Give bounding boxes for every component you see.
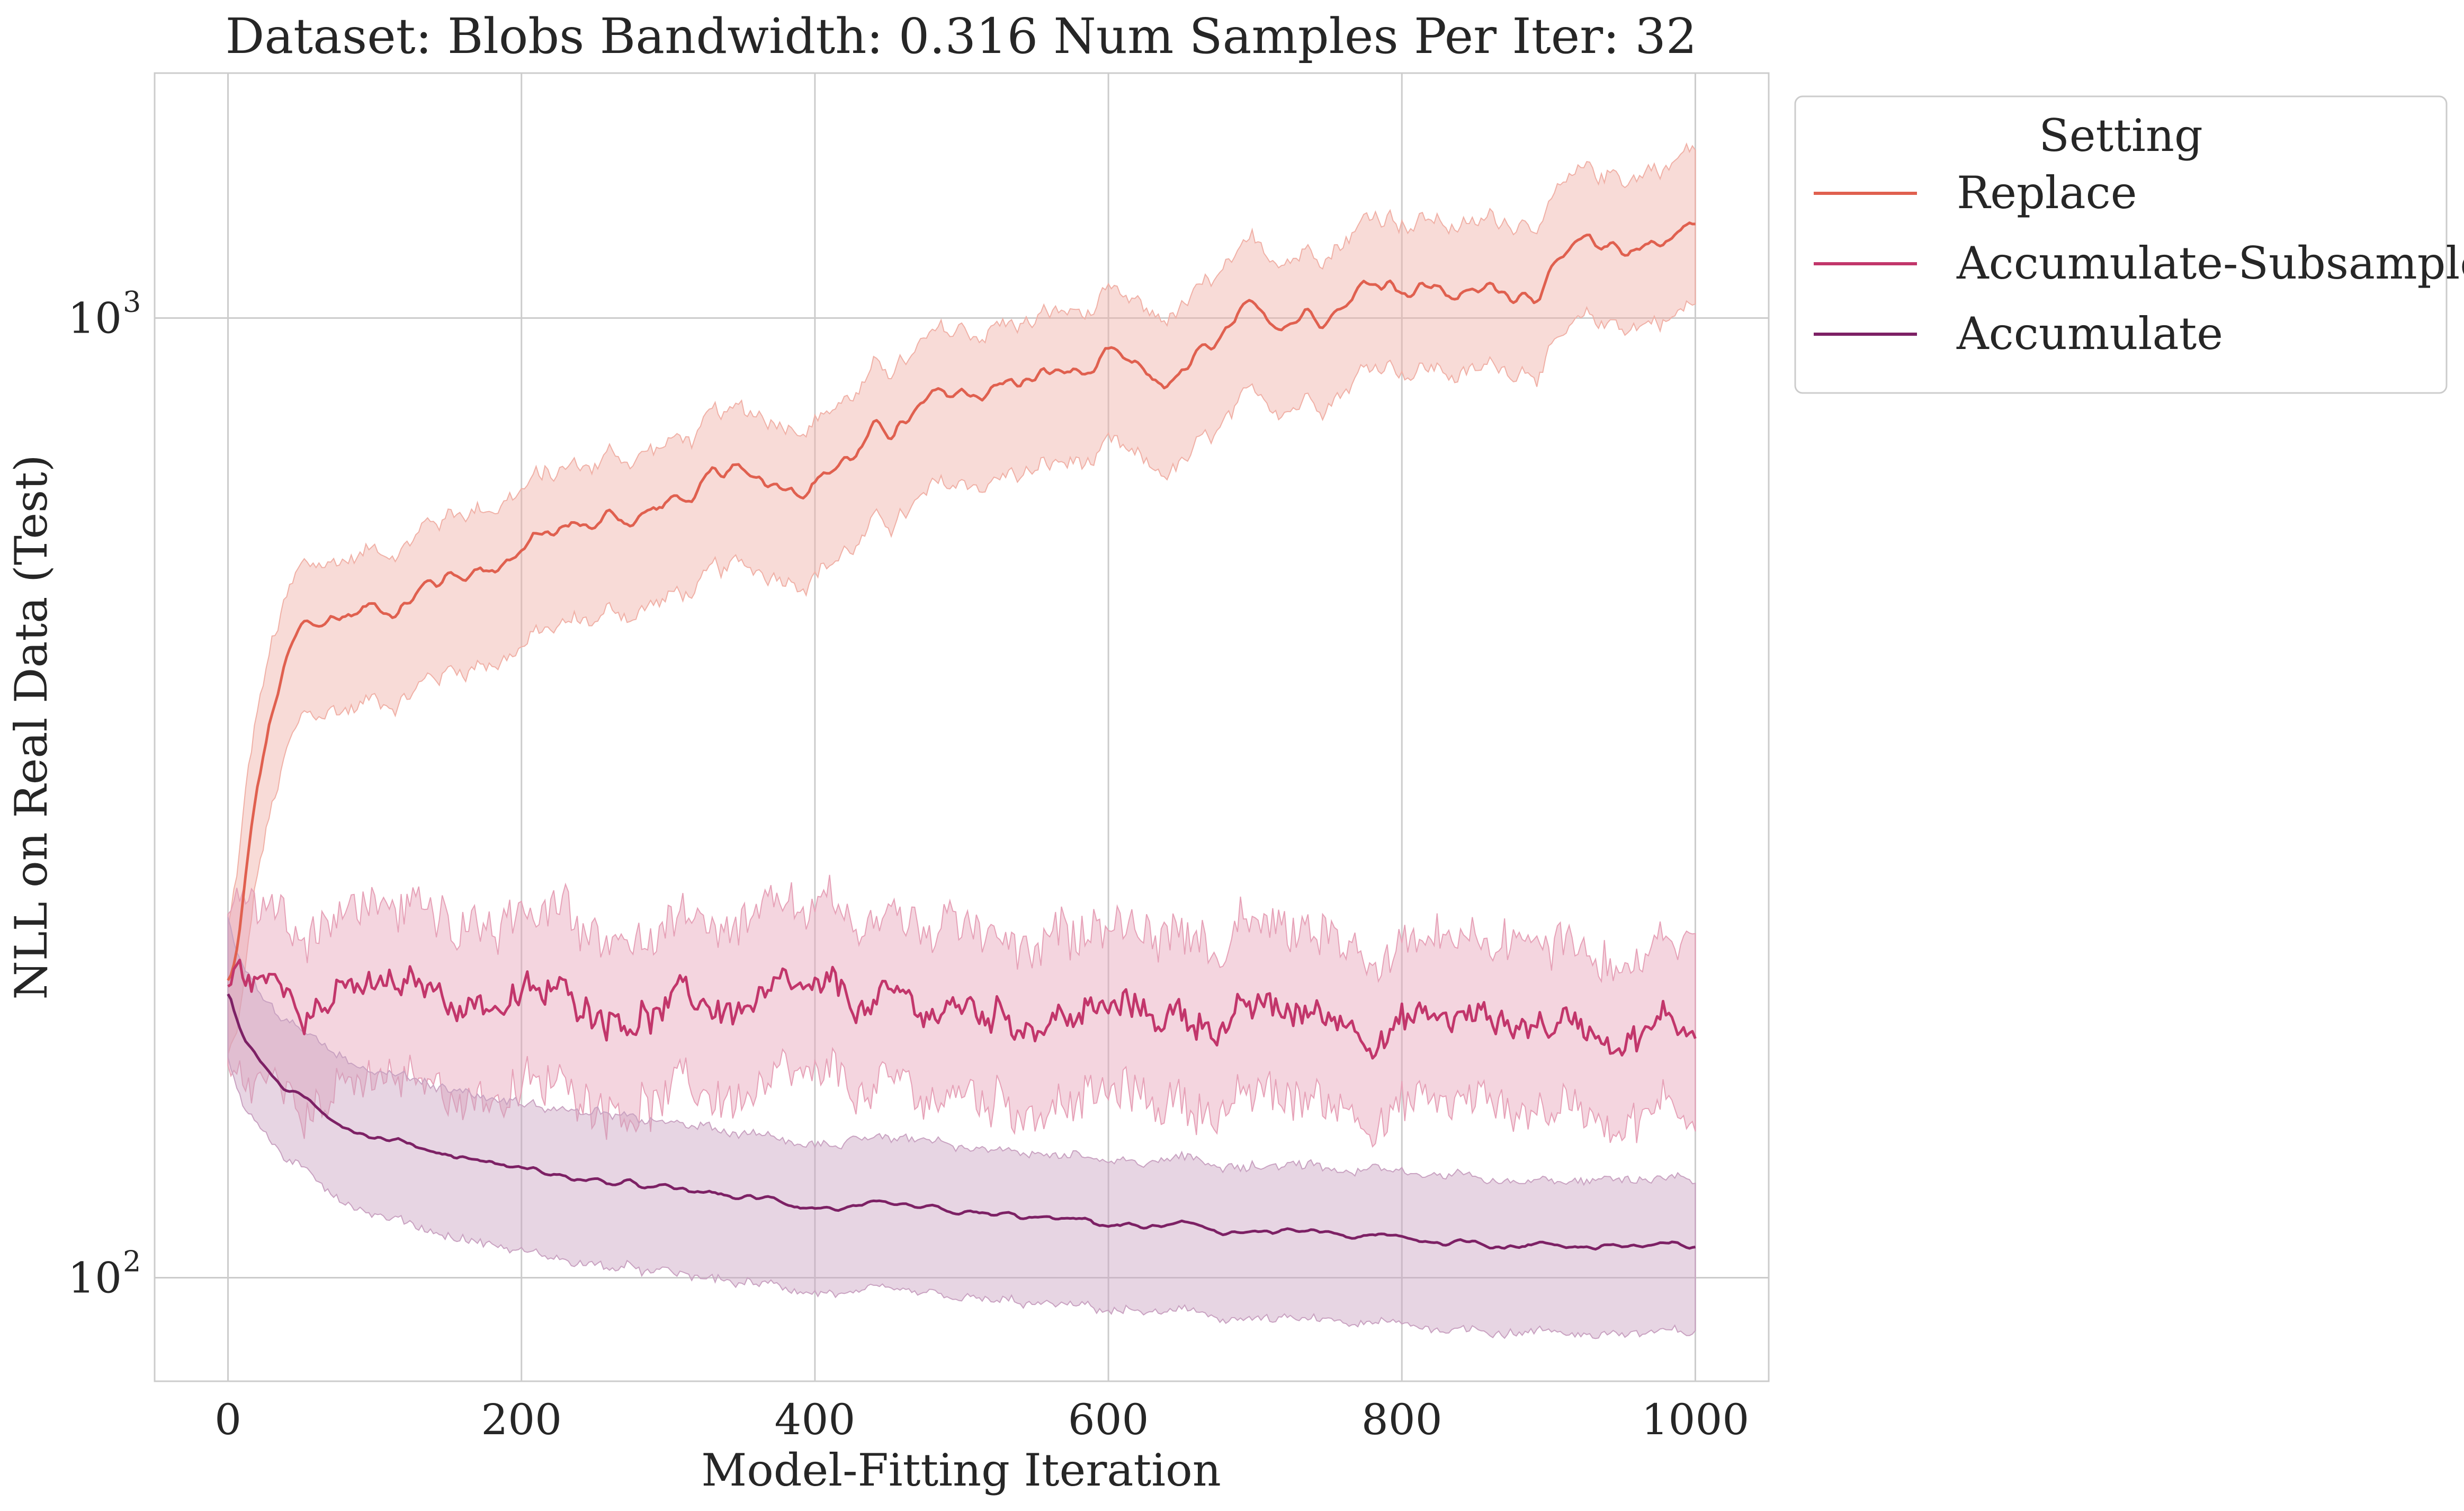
line-accumulate <box>227 993 1696 1251</box>
x-tick-label-400: 400 <box>775 1395 856 1444</box>
line-replace <box>227 221 1696 981</box>
x-tick-label-600: 600 <box>1068 1395 1149 1444</box>
legend-label-replace: Replace <box>1957 167 2137 219</box>
plot-area-frame <box>154 72 1770 1382</box>
x-tick-label-0: 0 <box>214 1395 241 1444</box>
line-accumulate-subsample <box>227 959 1697 1060</box>
y-tick-label-exp-0: 2 <box>123 1245 141 1278</box>
y-tick-label-base-0: 10 <box>68 1253 122 1302</box>
band-accumulate <box>227 917 1696 1339</box>
chart-title: Dataset: Blobs Bandwidth: 0.316 Num Samp… <box>226 8 1697 65</box>
x-tick-labels: 0 200 400 600 800 1000 <box>214 1395 1749 1444</box>
series-lines <box>227 221 1697 1251</box>
legend-label-accumulate-subsample: Accumulate-Subsample <box>1956 237 2464 289</box>
legend-label-accumulate: Accumulate <box>1956 308 2223 360</box>
x-tick-label-200: 200 <box>481 1395 562 1444</box>
y-tick-label-exp-1: 3 <box>123 285 141 319</box>
legend-title: Setting <box>2039 110 2203 162</box>
legend: Setting Replace Accumulate-Subsample Accum… <box>1794 95 2464 394</box>
legend-entries: Replace Accumulate-Subsample Accumulate <box>1814 167 2464 360</box>
x-tick-label-1000: 1000 <box>1642 1395 1750 1444</box>
y-axis-label: NLL on Real Data (Test) <box>5 454 57 999</box>
band-replace <box>227 142 1696 1055</box>
legend-box <box>1794 95 2448 394</box>
x-axis-label: Model-Fitting Iteration <box>701 1444 1221 1496</box>
y-tick-label-base-1: 10 <box>68 294 122 343</box>
confidence-bands <box>227 142 1696 1339</box>
x-tick-label-800: 800 <box>1361 1395 1442 1444</box>
